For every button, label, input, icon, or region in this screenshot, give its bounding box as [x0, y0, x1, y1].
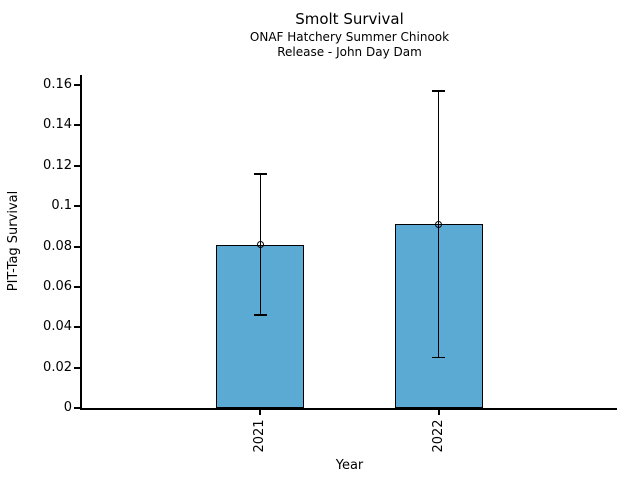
x-axis-tick	[259, 410, 262, 415]
plot-area	[80, 75, 617, 410]
y-axis-tick-label: 0.16	[43, 77, 72, 93]
error-bar-cap-top-2022	[432, 90, 446, 92]
chart-subtitle-line1: ONAF Hatchery Summer Chinook	[249, 30, 450, 44]
y-axis-tick-label: 0.12	[43, 157, 72, 173]
error-bar-cap-top-2021	[253, 173, 267, 175]
y-axis-tick-label: 0	[63, 400, 72, 415]
y-axis-tick	[74, 205, 80, 208]
x-axis-tick-label: 2022	[430, 419, 446, 453]
error-bar-cap-bottom-2021	[253, 314, 267, 316]
y-axis-tick-label: 0.14	[43, 117, 72, 133]
y-axis-tick-label: 0.04	[43, 319, 72, 335]
y-axis-tick-label: 0.08	[43, 238, 72, 254]
chart-title: Smolt Survival	[295, 10, 404, 28]
y-axis-tick	[74, 124, 80, 127]
y-axis-tick	[74, 326, 80, 329]
y-axis-tick	[74, 407, 80, 409]
y-axis-tick	[74, 84, 80, 87]
y-axis-tick-label: 0.02	[43, 359, 72, 375]
chart-subtitle-line2: Release - John Day Dam	[277, 45, 422, 59]
y-axis-tick	[74, 245, 80, 248]
x-axis-tick-label: 2021	[252, 419, 268, 453]
y-axis-tick-label: 0.1	[51, 198, 72, 214]
point-marker-2022	[435, 220, 443, 228]
x-axis-label: Year	[335, 458, 364, 473]
y-axis-tick	[74, 366, 80, 369]
y-axis-tick-label: 0.06	[43, 278, 72, 294]
y-axis-tick	[74, 285, 80, 288]
x-axis-tick	[437, 410, 440, 415]
error-bar-cap-bottom-2022	[432, 356, 446, 359]
y-axis-tick	[74, 164, 80, 167]
point-marker-2021	[256, 241, 264, 249]
